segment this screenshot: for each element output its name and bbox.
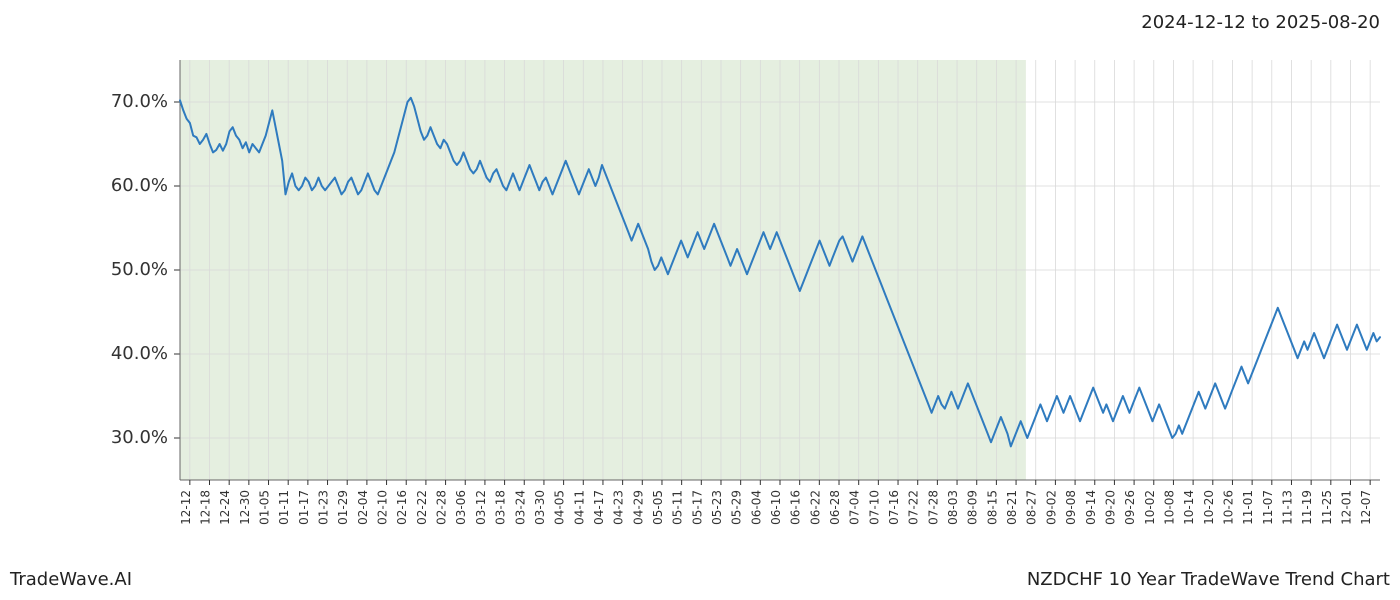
svg-text:09-20: 09-20 (1103, 490, 1117, 525)
svg-text:04-23: 04-23 (612, 490, 626, 525)
svg-text:03-18: 03-18 (494, 490, 508, 525)
svg-text:07-04: 07-04 (848, 490, 862, 525)
svg-text:04-17: 04-17 (592, 490, 606, 525)
svg-text:04-29: 04-29 (631, 490, 645, 525)
svg-text:02-16: 02-16 (395, 490, 409, 525)
svg-text:12-30: 12-30 (238, 490, 252, 525)
svg-text:05-17: 05-17 (690, 490, 704, 525)
svg-text:11-07: 11-07 (1261, 490, 1275, 525)
svg-text:08-21: 08-21 (1005, 490, 1019, 525)
svg-text:02-04: 02-04 (356, 490, 370, 525)
svg-text:01-17: 01-17 (297, 490, 311, 525)
svg-text:06-16: 06-16 (789, 490, 803, 525)
svg-text:05-23: 05-23 (710, 490, 724, 525)
svg-text:08-09: 08-09 (966, 490, 980, 525)
svg-text:09-02: 09-02 (1044, 490, 1058, 525)
svg-text:06-04: 06-04 (749, 490, 763, 525)
svg-text:09-14: 09-14 (1084, 490, 1098, 525)
svg-text:06-22: 06-22 (808, 490, 822, 525)
svg-text:03-06: 03-06 (454, 490, 468, 525)
svg-text:06-28: 06-28 (828, 490, 842, 525)
svg-text:10-26: 10-26 (1221, 490, 1235, 525)
svg-text:07-28: 07-28 (926, 490, 940, 525)
svg-text:03-30: 03-30 (533, 490, 547, 525)
svg-text:02-28: 02-28 (435, 490, 449, 525)
svg-text:08-27: 08-27 (1025, 490, 1039, 525)
svg-text:03-24: 03-24 (513, 490, 527, 525)
svg-text:10-14: 10-14 (1182, 490, 1196, 525)
svg-text:07-22: 07-22 (907, 490, 921, 525)
svg-text:11-25: 11-25 (1320, 490, 1334, 525)
svg-text:60.0%: 60.0% (111, 175, 168, 196)
svg-text:12-18: 12-18 (199, 490, 213, 525)
svg-text:01-23: 01-23 (317, 490, 331, 525)
svg-text:09-08: 09-08 (1064, 490, 1078, 525)
svg-text:12-24: 12-24 (218, 490, 232, 525)
trend-chart: 30.0% 40.0% 50.0% 60.0% 70.0% 12-12 12-18 12-24… (0, 0, 1400, 600)
svg-text:01-29: 01-29 (336, 490, 350, 525)
svg-text:50.0%: 50.0% (111, 259, 168, 280)
svg-text:11-13: 11-13 (1280, 490, 1294, 525)
svg-text:10-08: 10-08 (1162, 490, 1176, 525)
svg-text:01-11: 01-11 (277, 490, 291, 525)
svg-text:02-22: 02-22 (415, 490, 429, 525)
svg-text:05-11: 05-11 (671, 490, 685, 525)
svg-text:10-02: 10-02 (1143, 490, 1157, 525)
svg-text:04-11: 04-11 (572, 490, 586, 525)
svg-text:02-10: 02-10 (376, 490, 390, 525)
svg-text:12-01: 12-01 (1339, 490, 1353, 525)
svg-text:12-07: 12-07 (1359, 490, 1373, 525)
svg-text:40.0%: 40.0% (111, 343, 168, 364)
svg-text:07-10: 07-10 (867, 490, 881, 525)
svg-text:11-19: 11-19 (1300, 490, 1314, 525)
svg-text:03-12: 03-12 (474, 490, 488, 525)
svg-text:70.0%: 70.0% (111, 91, 168, 112)
svg-text:04-05: 04-05 (553, 490, 567, 525)
svg-text:30.0%: 30.0% (111, 427, 168, 448)
svg-text:10-20: 10-20 (1202, 490, 1216, 525)
svg-text:11-01: 11-01 (1241, 490, 1255, 525)
svg-text:01-05: 01-05 (258, 490, 272, 525)
svg-text:07-16: 07-16 (887, 490, 901, 525)
svg-text:05-29: 05-29 (730, 490, 744, 525)
svg-text:09-26: 09-26 (1123, 490, 1137, 525)
svg-text:08-03: 08-03 (946, 490, 960, 525)
svg-text:08-15: 08-15 (985, 490, 999, 525)
svg-text:05-05: 05-05 (651, 490, 665, 525)
svg-text:06-10: 06-10 (769, 490, 783, 525)
svg-text:12-12: 12-12 (179, 490, 193, 525)
